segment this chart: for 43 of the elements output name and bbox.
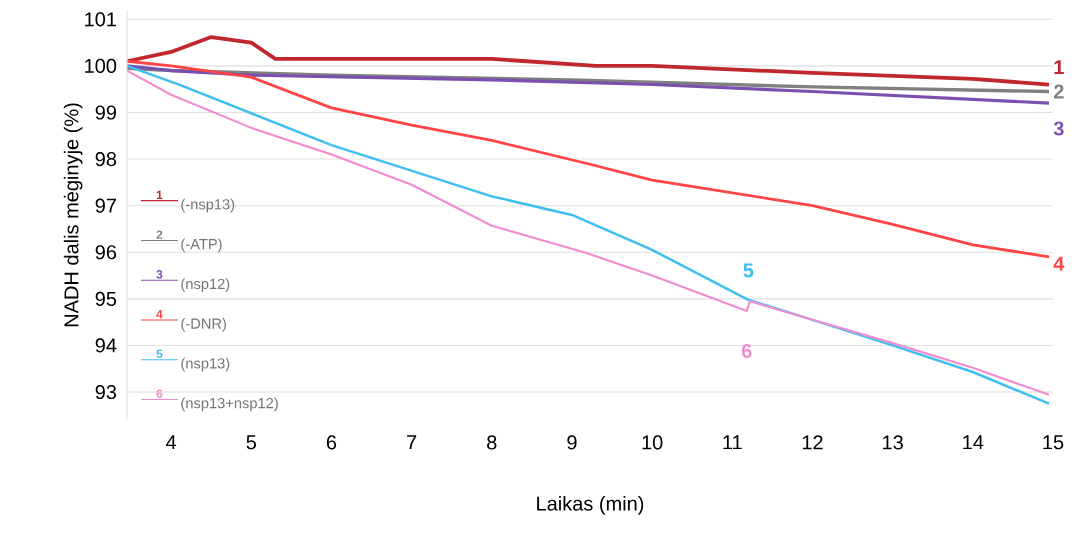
text: 5 bbox=[156, 349, 163, 359]
legend-label: (nsp13+nsp12) bbox=[181, 397, 278, 412]
text: 1 bbox=[156, 190, 163, 200]
text: 6 bbox=[156, 389, 163, 398]
x-tick-label: 10 bbox=[642, 435, 663, 450]
y-tick-label: 93 bbox=[95, 384, 117, 400]
x-tick-label: 7 bbox=[407, 435, 417, 450]
text: 4 bbox=[156, 310, 163, 319]
y-tick-label: 99 bbox=[95, 105, 116, 120]
text: 2 bbox=[156, 230, 163, 239]
annotation: 6 bbox=[741, 343, 752, 359]
y-tick-label: 100 bbox=[85, 58, 117, 73]
legend-label: (nsp13) bbox=[181, 357, 230, 372]
x-tick-label: 4 bbox=[166, 435, 177, 450]
line-series bbox=[125, 59, 1051, 259]
x-tick-label: 15 bbox=[1043, 435, 1064, 450]
legend-label: (-nsp13) bbox=[181, 198, 235, 213]
x-tick-label: 8 bbox=[487, 435, 497, 450]
x-tick-label: 9 bbox=[567, 435, 577, 450]
legend-label: (-ATP) bbox=[181, 238, 222, 253]
y-tick-label: 96 bbox=[95, 245, 117, 260]
x-tick-label: 13 bbox=[883, 435, 903, 450]
annotation: 3 bbox=[1053, 121, 1064, 136]
legend-label: (nsp12) bbox=[181, 278, 230, 292]
x-tick-label: 11 bbox=[723, 435, 742, 450]
y-tick-label: 98 bbox=[95, 152, 117, 167]
y-tick-label: 95 bbox=[95, 291, 117, 306]
y-tick-label: 97 bbox=[95, 198, 116, 213]
legend-label: (-DNR) bbox=[181, 318, 226, 332]
y-tick-label: 101 bbox=[85, 12, 116, 27]
y-axis-title: NADH dalis mėginyje (%) bbox=[63, 103, 83, 327]
annotation: 2 bbox=[1053, 84, 1064, 99]
x-axis-title: Laikas (min) bbox=[537, 496, 644, 515]
x-tick-label: 12 bbox=[802, 435, 823, 450]
annotation: 5 bbox=[743, 263, 754, 278]
annotation: 4 bbox=[1053, 256, 1065, 271]
x-tick-label: 5 bbox=[246, 435, 256, 450]
line-series bbox=[125, 64, 1051, 105]
y-tick-label: 94 bbox=[95, 338, 117, 353]
annotation: 1 bbox=[1054, 60, 1064, 75]
x-tick-label: 6 bbox=[326, 435, 337, 450]
text: 3 bbox=[156, 270, 163, 279]
x-tick-label: 14 bbox=[963, 435, 984, 450]
